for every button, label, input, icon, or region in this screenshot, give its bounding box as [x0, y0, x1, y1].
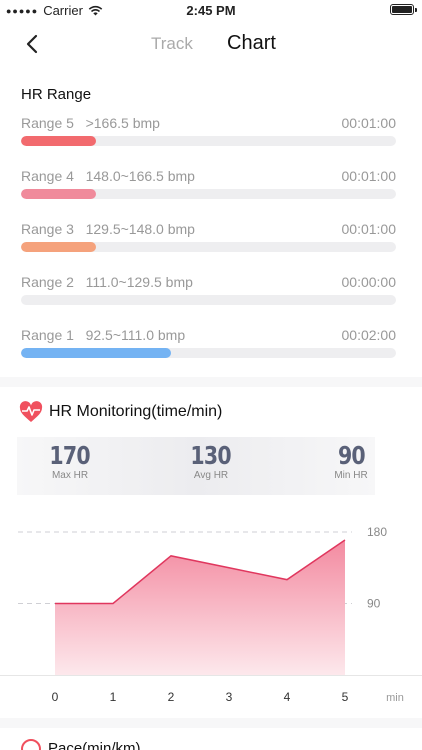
range-time: 00:01:00: [341, 115, 397, 131]
x-tick-label: 5: [342, 690, 349, 704]
battery-icon: [390, 4, 417, 15]
range-label: Range 4 148.0~166.5 bmp: [21, 168, 195, 184]
pace-icon: [20, 738, 42, 750]
y-tick-label: 90: [367, 597, 381, 611]
range-time: 00:01:00: [341, 221, 397, 237]
hr-stats-panel: 170 Max HR 130 Avg HR 90 Min HR: [17, 437, 375, 495]
chart-axis-line: [0, 675, 422, 676]
stat-label: Max HR: [51, 470, 89, 481]
range-label: Range 3 129.5~148.0 bmp: [21, 221, 195, 237]
range-time: 00:00:00: [341, 274, 397, 290]
stat-label: Avg HR: [193, 470, 229, 481]
tab-chart[interactable]: Chart: [227, 32, 276, 54]
stat-label: Min HR: [334, 470, 368, 481]
nav-bar: Track Chart: [0, 22, 422, 66]
back-button[interactable]: [18, 30, 46, 58]
x-tick-label: 1: [110, 690, 117, 704]
status-left: ●●●●● Carrier: [6, 3, 103, 18]
x-tick-label: 3: [226, 690, 233, 704]
status-time: 2:45 PM: [186, 3, 236, 18]
y-tick-label: 180: [367, 525, 387, 539]
range-row: Range 4 148.0~166.5 bmp 00:01:00: [21, 168, 396, 208]
hr-chart: 180 90 0 1 2 3 4 5 min: [18, 525, 404, 704]
section-divider: [0, 718, 422, 728]
range-label: Range 2 111.0~129.5 bmp: [21, 274, 193, 290]
range-bar: [21, 348, 396, 358]
pace-title: Pace(min/km): [48, 740, 141, 750]
range-bar-fill: [21, 348, 171, 358]
x-tick-label: 4: [284, 690, 291, 704]
section-divider: [0, 377, 422, 387]
carrier-name: Carrier: [43, 3, 83, 18]
range-bar: [21, 136, 396, 146]
status-bar: ●●●●● Carrier 2:45 PM: [0, 0, 422, 22]
x-tick-label: 0: [52, 690, 59, 704]
range-bar-fill: [21, 189, 96, 199]
hr-monitoring-header: HR Monitoring(time/min): [19, 399, 222, 425]
range-bar: [21, 242, 396, 252]
wifi-icon: [88, 5, 103, 16]
heart-pulse-icon: [19, 401, 43, 422]
range-bar: [21, 189, 396, 199]
stat-avg: 130 Avg HR: [156, 441, 266, 481]
range-bar: [21, 295, 396, 305]
range-row: Range 2 111.0~129.5 bmp 00:00:00: [21, 274, 396, 314]
range-time: 00:02:00: [341, 327, 397, 343]
range-label: Range 1 92.5~111.0 bmp: [21, 327, 186, 343]
hr-range-title: HR Range: [21, 86, 92, 103]
stat-value: 130: [190, 441, 232, 470]
stat-max: 170 Max HR: [15, 441, 125, 481]
x-tick-label: 2: [168, 690, 175, 704]
range-row: Range 1 92.5~111.0 bmp 00:02:00: [21, 327, 396, 367]
hr-monitoring-title: HR Monitoring(time/min): [49, 403, 223, 420]
signal-dots-icon: ●●●●●: [6, 5, 39, 16]
hr-area: [55, 539, 345, 675]
range-label: Range 5 >166.5 bmp: [21, 115, 160, 131]
stat-min: 90 Min HR: [296, 441, 406, 481]
stat-value: 170: [49, 441, 91, 470]
range-bar-fill: [21, 136, 96, 146]
x-axis-unit: min: [386, 692, 404, 704]
range-bar-fill: [21, 242, 96, 252]
tab-track[interactable]: Track: [151, 34, 193, 53]
range-row: Range 5 >166.5 bmp 00:01:00: [21, 115, 396, 155]
stat-value: 90: [337, 441, 366, 470]
range-time: 00:01:00: [341, 168, 397, 184]
chevron-left-icon: [26, 34, 38, 54]
hr-line: [55, 539, 346, 605]
range-row: Range 3 129.5~148.0 bmp 00:01:00: [21, 221, 396, 261]
